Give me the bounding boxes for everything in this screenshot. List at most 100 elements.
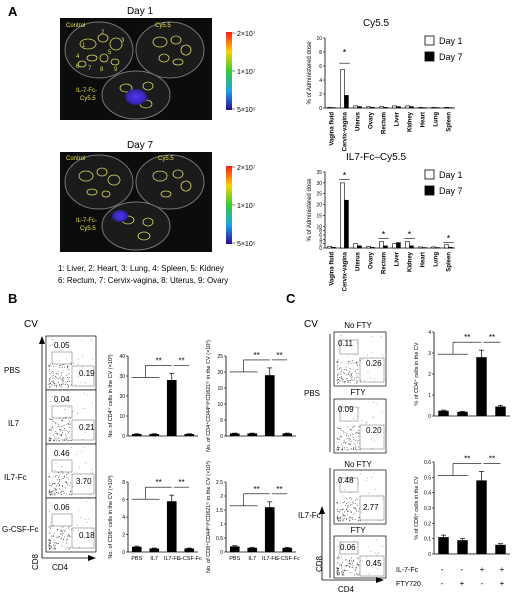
category-label: IL7-Fc — [262, 556, 278, 562]
flow-dot — [64, 430, 66, 431]
flow-dot — [50, 525, 51, 527]
category-label: Cervix-vagina — [343, 111, 349, 151]
flow-dot — [343, 569, 345, 571]
flow-dot — [362, 358, 364, 360]
bar — [131, 434, 142, 436]
flow-dot — [351, 379, 353, 381]
flow-dot — [379, 520, 381, 522]
flow-dot — [346, 570, 348, 571]
flow-dot — [337, 574, 339, 576]
flow-dot — [60, 529, 62, 531]
flow-dot — [57, 536, 59, 538]
sig-star: * — [343, 171, 347, 181]
flow-dot — [355, 567, 357, 568]
flow-dot — [59, 376, 61, 378]
flow-dot — [339, 516, 341, 518]
panel-letter-b: B — [8, 291, 17, 306]
flow-dot — [381, 495, 383, 497]
flow-dot — [356, 380, 358, 382]
flow-dot — [59, 378, 61, 380]
flow-dot — [357, 415, 359, 417]
flow-dot — [62, 526, 64, 528]
flow-dot — [344, 381, 346, 383]
bar-day1 — [431, 107, 436, 109]
flow-dot — [55, 476, 56, 478]
flow-dot — [337, 364, 339, 366]
flow-dot — [61, 466, 63, 467]
flow-dot — [69, 525, 71, 527]
flow-dot — [50, 430, 52, 432]
flow-dot — [55, 541, 57, 543]
flow-dot — [355, 380, 357, 382]
flow-dot — [77, 363, 79, 365]
flow-dot — [70, 398, 72, 400]
flow-dot — [346, 435, 347, 437]
flow-dot — [342, 573, 344, 575]
flow-dot — [59, 365, 61, 367]
flow-dot — [357, 430, 359, 432]
flow-dot — [349, 380, 351, 382]
flow-dot — [349, 517, 351, 519]
flow-dot — [66, 474, 68, 475]
flow-dot — [350, 512, 352, 514]
flow-dot — [64, 481, 66, 483]
flow-dot — [82, 367, 83, 369]
flow-dot — [67, 376, 69, 378]
sig-star: * — [447, 233, 451, 243]
category-label: Vagina fluid — [330, 252, 336, 286]
flow-dot — [351, 448, 353, 450]
flow-dot — [49, 548, 51, 550]
row-label-gcsffc: G-CSF-Fc — [2, 525, 38, 534]
flow-dot — [356, 558, 358, 559]
plot-title-fty: FTY — [350, 388, 366, 397]
flow-dot — [60, 384, 62, 386]
flow-dot — [69, 423, 71, 425]
flow-dot — [357, 342, 358, 344]
flow-dot — [343, 515, 345, 517]
flow-dot — [63, 476, 65, 478]
flow-dot — [338, 372, 340, 374]
flow-dot — [90, 535, 91, 537]
flow-dot — [337, 572, 339, 574]
flow-dot — [64, 417, 66, 419]
flow-dot — [52, 525, 54, 527]
flow-dot — [382, 354, 384, 356]
flow-dot — [51, 375, 53, 377]
flow-dot — [339, 436, 341, 438]
flow-dot — [340, 429, 342, 431]
y-tick-label: 0.6 — [424, 460, 431, 466]
flow-dot — [49, 546, 51, 548]
flow-dot — [357, 369, 359, 371]
flow-dot — [56, 536, 58, 538]
flow-dot — [351, 516, 353, 518]
flow-dot — [52, 371, 54, 373]
flow-dot — [338, 574, 340, 576]
flow-dot — [50, 547, 52, 549]
flow-dot — [83, 447, 85, 448]
flow-dot — [61, 535, 63, 537]
flow-dot — [82, 439, 83, 440]
flow-dot — [355, 508, 356, 510]
flow-dot — [61, 533, 63, 535]
bar — [247, 433, 258, 436]
y-tick-label: 8 — [319, 50, 322, 56]
flow-dot — [354, 425, 356, 427]
flow-dot — [374, 416, 375, 418]
y-axis-label: No. of CD8⁺CD44ʰⁱᵍʰCD62Lˡᵒ in the CV (×1… — [204, 461, 212, 573]
flow-dot — [50, 400, 51, 402]
flow-dot — [60, 428, 62, 430]
flow-dot — [353, 380, 355, 381]
flow-dot — [345, 559, 347, 561]
flow-dot — [366, 355, 368, 357]
flow-dot — [86, 425, 88, 426]
flow-dot — [51, 419, 53, 421]
flow-dot — [354, 354, 356, 356]
flow-dot — [53, 544, 54, 546]
flow-dot — [53, 380, 54, 382]
panel-c-group-brackets — [319, 334, 384, 583]
y-tick-label: 1 — [428, 393, 431, 399]
flow-dot — [350, 562, 352, 564]
flow-dot — [50, 545, 52, 547]
sig-star: ** — [178, 478, 184, 487]
